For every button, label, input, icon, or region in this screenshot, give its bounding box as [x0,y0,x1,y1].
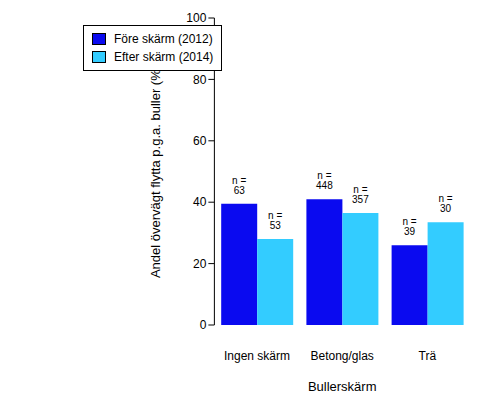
svg-text:80: 80 [193,73,207,87]
svg-text:60: 60 [193,134,207,148]
svg-text:n =357: n =357 [352,184,369,205]
svg-text:0: 0 [200,318,207,332]
svg-text:Ingen skärm: Ingen skärm [224,349,290,363]
svg-text:n =448: n =448 [316,170,333,191]
svg-text:Betong/glas: Betong/glas [310,349,373,363]
svg-text:20: 20 [193,257,207,271]
html-text:Efter skärm (2014): Efter skärm (2014) [114,50,214,64]
svg-text:Bullerskärm: Bullerskärm [308,379,377,394]
svg-text:n =63: n =63 [232,175,246,196]
svg-text:Andel övervägt flytta p.g.a. b: Andel övervägt flytta p.g.a. buller (%) [148,65,163,278]
svg-text:100: 100 [186,11,206,25]
svg-text:Trä: Trä [419,349,437,363]
svg-text:n =53: n =53 [268,210,282,231]
html-text:Före skärm (2012): Före skärm (2012) [114,32,213,46]
svg-text:n =30: n =30 [439,193,453,214]
svg-text:40: 40 [193,195,207,209]
svg-text:n =39: n =39 [403,216,417,237]
